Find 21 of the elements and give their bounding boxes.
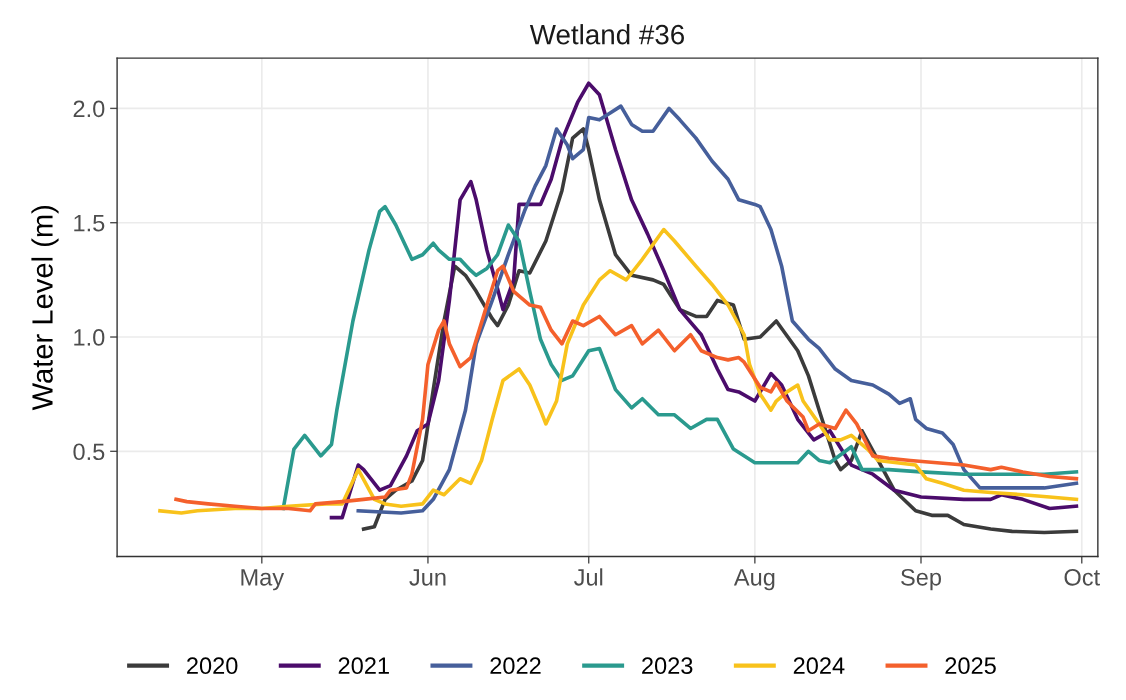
x-tick-label: Aug: [733, 569, 775, 591]
legend-label: 2020: [187, 657, 238, 675]
x-tick-label: Sep: [901, 568, 942, 591]
legend-label: 2022: [490, 657, 541, 675]
legend-label: 2023: [642, 657, 693, 675]
y-axis-title: Water Level (m): [31, 205, 59, 411]
x-tick-label: Jul: [574, 568, 603, 586]
legend-label: 2025: [945, 657, 996, 675]
x-tick-label: Jun: [409, 569, 446, 586]
legend-label: 2021: [338, 657, 389, 675]
x-tick-label: May: [241, 569, 285, 591]
x-tick-label: Oct: [1064, 568, 1100, 586]
y-tick-label: 0.5: [73, 443, 105, 461]
y-tick-label: 2.0: [73, 100, 105, 118]
legend-label: 2024: [793, 657, 845, 675]
line-series: [174, 264, 1079, 513]
line-series: [158, 227, 1079, 515]
y-tick-label: 1.5: [74, 215, 105, 232]
chart-title: Wetland #36: [529, 24, 684, 45]
y-tick-label: 1.0: [74, 329, 105, 346]
line-series: [281, 204, 1079, 511]
